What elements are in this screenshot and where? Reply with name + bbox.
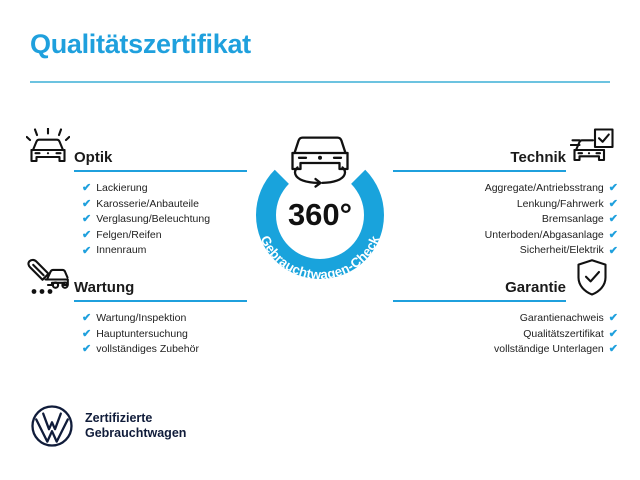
- section-wartung-list: ✔ Wartung/Inspektion ✔ Hauptuntersuchung ✔…: [22, 311, 247, 358]
- section-optik-divider: [74, 170, 247, 172]
- list-item-label: Hauptuntersuchung: [96, 327, 188, 340]
- check-icon: ✔: [608, 197, 618, 210]
- car-shine-icon: [22, 128, 74, 172]
- list-item: ✔ vollständiges Zubehör: [22, 342, 247, 358]
- list-item-label: Bremsanlage: [541, 213, 604, 226]
- list-item-label: Qualitätszertifikat: [523, 327, 604, 340]
- check-icon: ✔: [608, 182, 618, 195]
- check-icon: ✔: [82, 244, 92, 257]
- list-item-label: Verglasung/Beleuchtung: [96, 213, 211, 226]
- section-garantie-title: Garantie: [505, 278, 566, 296]
- list-item: ✔ Verglasung/Beleuchtung: [22, 212, 247, 228]
- list-item: ✔ Hauptuntersuchung: [22, 327, 247, 343]
- section-wartung: Wartung ✔ Wartung/Inspektion ✔ Hauptunters…: [22, 258, 247, 358]
- check-icon: ✔: [608, 312, 618, 325]
- list-item-label: Wartung/Inspektion: [96, 312, 187, 324]
- check-icon: ✔: [82, 343, 92, 356]
- check-icon: ✔: [82, 213, 92, 226]
- vw-brand-line2: Gebrauchtwagen: [85, 426, 187, 440]
- section-optik: Optik ✔ Lackierung ✔ Karosserie/Anbauteile…: [22, 128, 247, 259]
- list-item: vollständige Unterlagen ✔: [393, 342, 618, 358]
- list-item: ✔ Wartung/Inspektion: [22, 311, 247, 327]
- badge-360-gebrauchtwagen-check: 360° Gebrauchtwagen-Check: [236, 120, 404, 295]
- list-item-label: Garantienachweis: [519, 312, 604, 324]
- section-technik-title: Technik: [510, 148, 566, 166]
- check-icon: ✔: [82, 312, 92, 325]
- section-optik-title: Optik: [74, 148, 113, 166]
- check-icon: ✔: [608, 244, 618, 257]
- section-technik-header: Technik: [393, 128, 618, 172]
- section-technik-divider: [393, 170, 566, 172]
- list-item: Aggregate/Antriebsstrang ✔: [393, 181, 618, 197]
- vw-logo: [30, 404, 74, 448]
- vw-brand-text: Zertifizierte Gebrauchtwagen: [85, 411, 186, 441]
- list-item-label: Innenraum: [96, 244, 147, 257]
- section-wartung-divider: [74, 300, 247, 302]
- list-item-label: Unterboden/Abgasanlage: [484, 228, 604, 241]
- wrench-car-icon: [22, 258, 74, 302]
- check-icon: ✔: [82, 327, 92, 340]
- check-icon: ✔: [608, 213, 618, 226]
- check-icon: ✔: [82, 197, 92, 210]
- list-item-label: Felgen/Reifen: [96, 228, 162, 241]
- list-item: Unterboden/Abgasanlage ✔: [393, 228, 618, 244]
- list-item-label: Sicherheit/Elektrik: [519, 244, 604, 257]
- list-item-label: Lackierung: [96, 182, 148, 194]
- section-garantie: Garantie Garantienachweis ✔ Qualitätszert…: [393, 258, 618, 358]
- section-garantie-list: Garantienachweis ✔ Qualitätszertifikat ✔ v…: [393, 311, 618, 358]
- list-item-label: vollständige Unterlagen: [494, 343, 604, 356]
- check-icon: ✔: [608, 343, 618, 356]
- vw-brand-line1: Zertifizierte: [85, 411, 153, 425]
- section-wartung-title: Wartung: [74, 278, 135, 296]
- list-item: Lenkung/Fahrwerk ✔: [393, 197, 618, 213]
- section-technik-list: Aggregate/Antriebsstrang ✔ Lenkung/Fahrwe…: [393, 181, 618, 259]
- section-optik-list: ✔ Lackierung ✔ Karosserie/Anbauteile ✔ Verg…: [22, 181, 247, 259]
- list-item: ✔ Lackierung: [22, 181, 247, 197]
- check-icon: ✔: [82, 229, 92, 242]
- check-icon: ✔: [608, 229, 618, 242]
- badge-center-label: 360°: [288, 197, 352, 232]
- list-item: Sicherheit/Elektrik ✔: [393, 243, 618, 259]
- shield-check-icon: [566, 258, 618, 302]
- section-wartung-header: Wartung: [22, 258, 247, 302]
- list-item-label: Karosserie/Anbauteile: [96, 197, 199, 210]
- list-item: ✔ Karosserie/Anbauteile: [22, 197, 247, 213]
- footer-brand: Zertifizierte Gebrauchtwagen: [30, 404, 186, 448]
- car-checkbox-icon: [566, 128, 618, 172]
- list-item: Qualitätszertifikat ✔: [393, 327, 618, 343]
- section-garantie-divider: [393, 300, 566, 302]
- check-icon: ✔: [82, 182, 92, 195]
- badge-ring: [256, 169, 384, 280]
- section-optik-header: Optik: [22, 128, 247, 172]
- list-item: ✔ Innenraum: [22, 243, 247, 259]
- page-header: Qualitätszertifikat: [30, 29, 610, 83]
- section-garantie-header: Garantie: [393, 258, 618, 302]
- page-title: Qualitätszertifikat: [30, 29, 251, 59]
- list-item: Bremsanlage ✔: [393, 212, 618, 228]
- section-technik: Technik Aggregate/Antriebsstrang ✔ Lenkun…: [393, 128, 618, 259]
- list-item-label: Lenkung/Fahrwerk: [516, 197, 604, 210]
- car-rotate-360-icon: [291, 136, 349, 188]
- list-item-label: Aggregate/Antriebsstrang: [484, 182, 604, 194]
- header-divider: [30, 80, 610, 83]
- check-icon: ✔: [608, 327, 618, 340]
- list-item: ✔ Felgen/Reifen: [22, 228, 247, 244]
- list-item: Garantienachweis ✔: [393, 311, 618, 327]
- list-item-label: vollständiges Zubehör: [96, 343, 199, 356]
